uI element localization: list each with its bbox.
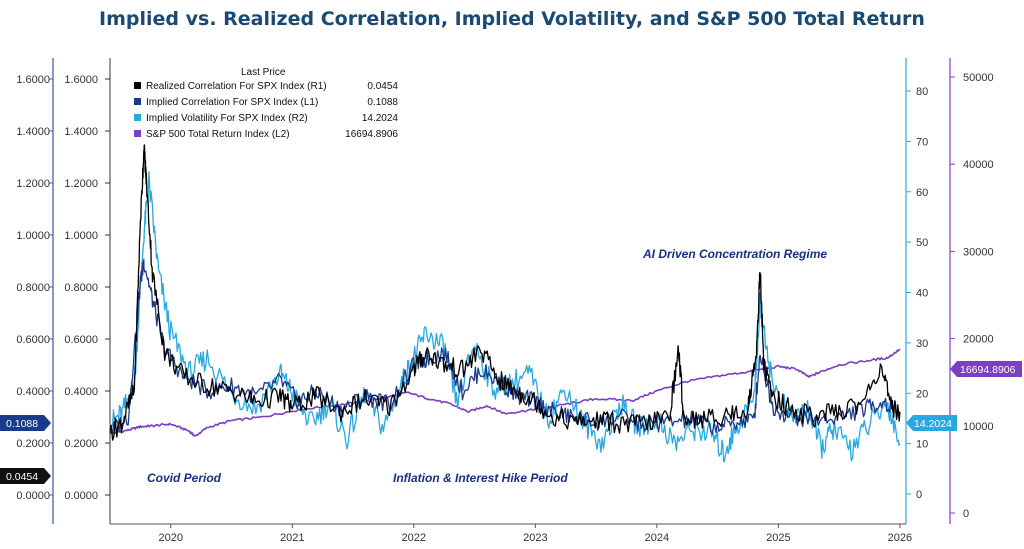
ytick-label-r1-6: 1.2000 [64,178,98,190]
ytick-label-l1-2: 0.4000 [16,386,50,398]
xtick-label-3: 2023 [523,532,547,544]
xtick-label-2: 2022 [402,532,426,544]
ytick-label-r2-4: 40 [916,288,928,300]
xtick-label-0: 2020 [159,532,183,544]
flag-realized-corr-text: 0.0454 [6,471,38,483]
ytick-label-l1-6: 1.2000 [16,178,50,190]
flag-implied-vol: 14.2024 [906,415,957,431]
ytick-label-l1-4: 0.8000 [16,282,50,294]
ytick-label-r2-6: 60 [916,187,928,199]
ytick-label-r1-2: 0.4000 [64,386,98,398]
flag-implied-corr: 0.1088 [0,415,51,431]
series-layer [109,144,901,463]
flag-spx-tr: 16694.8906 [950,361,1022,377]
ytick-label-r1-3: 0.6000 [64,334,98,346]
chart-title: Implied vs. Realized Correlation, Implie… [99,8,925,30]
ytick-label-l1-8: 1.6000 [16,74,50,86]
ytick-label-l2-4: 40000 [963,159,994,171]
flag-implied-vol-text: 14.2024 [914,418,952,430]
ytick-label-r2-7: 70 [916,136,928,148]
legend-label-spx-tr: S&P 500 Total Return Index (L2) [146,129,290,140]
ytick-label-r1-4: 0.8000 [64,282,98,294]
ytick-label-r2-5: 50 [916,237,928,249]
legend-label-realized-corr: Realized Correlation For SPX Index (R1) [146,81,327,92]
ytick-label-l1-0: 0.0000 [16,490,50,502]
ytick-label-r2-3: 30 [916,338,928,350]
tick-layer: 0.0000 0.2000 0.4000 0.6000 0.8000 1.0000 1.20… [16,72,993,544]
ytick-label-l1-7: 1.4000 [16,126,50,138]
ytick-label-r2-2: 20 [916,388,928,400]
ytick-label-l1-3: 0.6000 [16,334,50,346]
xtick-label-5: 2025 [766,532,790,544]
ytick-label-l2-5: 50000 [963,72,994,84]
xtick-label-1: 2021 [280,532,304,544]
ytick-label-r2-0: 0 [916,489,922,501]
ytick-label-r1-7: 1.4000 [64,126,98,138]
legend-value-realized-corr: 0.0454 [367,81,398,92]
ytick-label-l2-2: 20000 [963,334,994,346]
series-line-l1 [109,258,901,435]
legend-swatch-implied-corr [134,98,141,105]
ytick-label-r2-1: 10 [916,439,928,451]
xtick-label-6: 2026 [888,532,912,544]
annotation-ai-regime: AI Driven Concentration Regime [642,247,827,261]
series-line-r2 [109,171,901,463]
ytick-label-l2-0: 0 [963,508,969,520]
legend: Last Price Realized Correlation For SPX … [134,67,398,140]
legend-label-implied-corr: Implied Correlation For SPX Index (L1) [146,97,318,108]
series-line-l2 [109,348,901,437]
ytick-label-r1-0: 0.0000 [64,490,98,502]
flag-realized-corr: 0.0454 [0,468,51,484]
legend-header: Last Price [241,67,286,78]
legend-swatch-spx-tr [134,130,141,137]
series-line-r1 [109,144,901,441]
ytick-label-l1-1: 0.2000 [16,438,50,450]
ytick-label-l2-3: 30000 [963,246,994,258]
xtick-label-4: 2024 [645,532,669,544]
ytick-label-l1-5: 1.0000 [16,230,50,242]
ytick-label-r2-8: 80 [916,86,928,98]
ytick-label-r1-8: 1.6000 [64,74,98,86]
ytick-label-l2-1: 10000 [963,421,994,433]
ytick-label-r1-5: 1.0000 [64,230,98,242]
legend-label-implied-vol: Implied Volatility For SPX Index (R2) [146,113,308,124]
legend-value-implied-corr: 0.1088 [367,97,398,108]
annotation-covid: Covid Period [147,471,222,485]
legend-value-implied-vol: 14.2024 [362,113,399,124]
annotation-inflation: Inflation & Interest Hike Period [393,471,568,485]
flag-spx-tr-text: 16694.8906 [960,364,1016,376]
ytick-label-r1-1: 0.2000 [64,438,98,450]
legend-swatch-realized-corr [134,82,141,89]
flag-implied-corr-text: 0.1088 [6,418,38,430]
legend-value-spx-tr: 16694.8906 [345,129,398,140]
legend-swatch-implied-vol [134,114,141,121]
